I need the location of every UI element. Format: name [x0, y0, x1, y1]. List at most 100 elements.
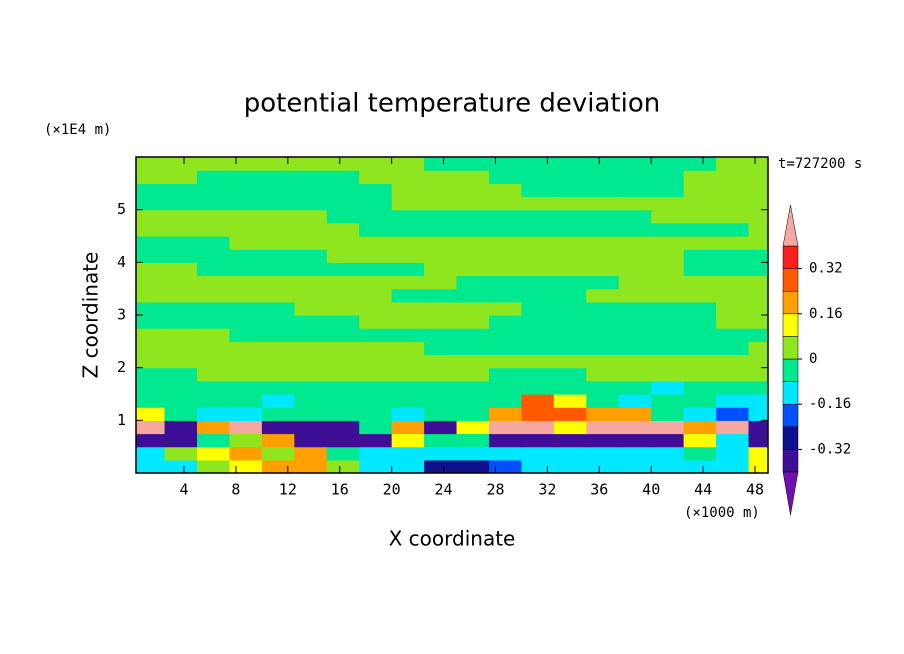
contour-cell: [748, 196, 768, 211]
contour-cell: [136, 354, 166, 369]
contour-cell: [488, 236, 523, 250]
contour-cell: [748, 183, 768, 198]
contour-cell: [136, 236, 166, 250]
contour-cell: [261, 288, 295, 303]
contour-cell: [716, 222, 750, 237]
x-tick-label: 28: [486, 481, 504, 499]
contour-cell: [521, 446, 555, 461]
contour-cell: [683, 407, 717, 421]
contour-cell: [136, 459, 166, 473]
contour-cell: [326, 222, 360, 237]
contour-cell: [261, 328, 295, 342]
contour-cell: [586, 459, 620, 473]
contour-cell: [618, 367, 652, 382]
contour-cell: [164, 301, 198, 316]
contour-cell: [586, 420, 620, 435]
contour-cell: [456, 394, 490, 408]
contour-cell: [294, 183, 328, 198]
contour-cell: [326, 407, 360, 421]
contour-cell: [553, 249, 587, 263]
contour-cell: [229, 196, 263, 211]
contour-cell: [618, 170, 652, 184]
contour-cell: [683, 222, 717, 237]
contour-cell: [683, 420, 717, 435]
contour-cell: [424, 196, 458, 211]
colorbar-band: [782, 313, 799, 337]
contour-cell: [651, 328, 685, 342]
contour-cell: [424, 367, 458, 382]
y-tick-label: 4: [117, 253, 126, 271]
contour-cell: [716, 407, 750, 421]
contour-cell: [521, 196, 555, 211]
colorbar-tick-label: -0.32: [809, 441, 851, 457]
contour-cell: [488, 222, 523, 237]
contour-cell: [196, 236, 231, 250]
contour-cell: [488, 446, 523, 461]
contour-cell: [136, 315, 166, 329]
contour-cell: [586, 288, 620, 303]
contour-cell: [424, 288, 458, 303]
contour-cell: [651, 288, 685, 303]
contour-cell: [229, 288, 263, 303]
contour-cell: [424, 433, 458, 448]
contour-cell: [456, 328, 490, 342]
contour-cell: [716, 209, 750, 224]
contour-cell: [196, 433, 231, 448]
contour-cell: [261, 341, 295, 356]
colorbar-band: [782, 290, 799, 315]
contour-cell: [326, 183, 360, 198]
contour-cell: [521, 262, 555, 277]
contour-cell: [488, 433, 523, 448]
contour-cell: [586, 301, 620, 316]
contour-cell: [424, 157, 458, 171]
contour-cell: [618, 275, 652, 290]
contour-cell: [456, 222, 490, 237]
contour-cell: [716, 446, 750, 461]
contour-cell: [521, 183, 555, 198]
contour-cell: [618, 354, 652, 369]
contour-cell: [136, 288, 166, 303]
contour-cell: [196, 196, 231, 211]
contour-cell: [261, 222, 295, 237]
contour-cell: [683, 328, 717, 342]
contour-cell: [136, 301, 166, 316]
contour-cell: [326, 459, 360, 473]
contour-cell: [359, 380, 393, 395]
contour-cell: [164, 354, 198, 369]
contour-cell: [521, 367, 555, 382]
contour-cell: [553, 420, 587, 435]
contour-cell: [456, 407, 490, 421]
contour-cell: [456, 209, 490, 224]
contour-cell: [196, 315, 231, 329]
contour-cell: [683, 433, 717, 448]
contour-cell: [164, 315, 198, 329]
contour-cell: [716, 275, 750, 290]
contour-cell: [229, 183, 263, 198]
contour-cell: [424, 315, 458, 329]
contour-cell: [424, 459, 458, 473]
contour-cell: [456, 275, 490, 290]
contour-cell: [553, 367, 587, 382]
contour-cell: [261, 315, 295, 329]
contour-cell: [586, 315, 620, 329]
contour-cell: [196, 222, 231, 237]
contour-cell: [488, 459, 523, 473]
contour-cell: [229, 170, 263, 184]
contour-cell: [748, 407, 768, 421]
contour-cell: [488, 407, 523, 421]
contour-cell: [683, 275, 717, 290]
contour-cell: [359, 407, 393, 421]
contour-cell: [716, 170, 750, 184]
y-tick-label: 2: [117, 358, 126, 376]
contour-cell: [294, 407, 328, 421]
contour-cell: [326, 275, 360, 290]
contour-cell: [553, 380, 587, 395]
contour-cell: [326, 394, 360, 408]
contour-cell: [229, 394, 263, 408]
colorbar-band: [782, 268, 799, 292]
contour-cell: [196, 157, 231, 171]
contour-cell: [294, 380, 328, 395]
contour-cell: [456, 315, 490, 329]
contour-cell: [359, 262, 393, 277]
contour-cell: [326, 367, 360, 382]
